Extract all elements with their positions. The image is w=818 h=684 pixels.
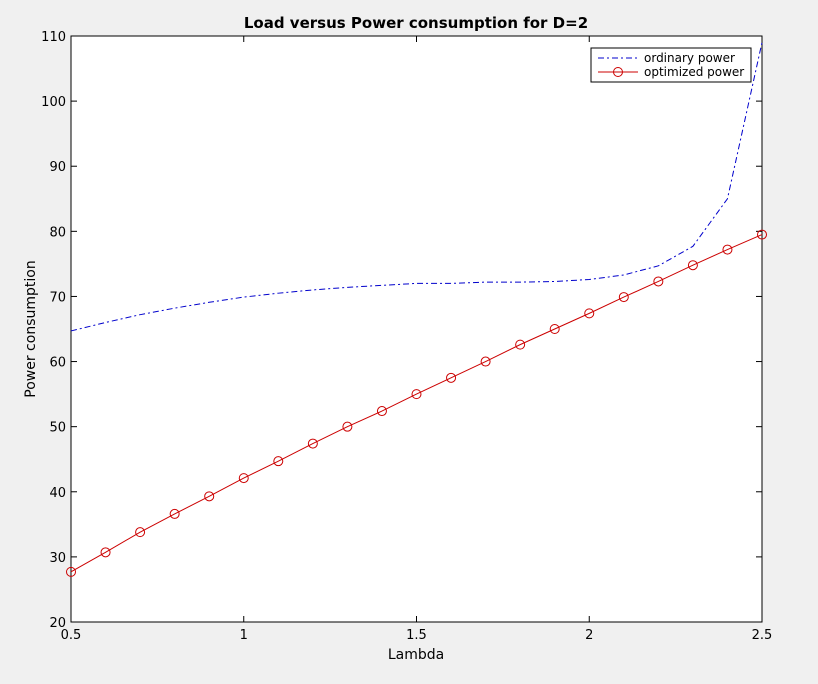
- data-point-optimized: [480, 356, 491, 367]
- y-tick-label: 50: [49, 421, 66, 436]
- x-tick-label: 2.5: [752, 628, 773, 643]
- data-point-optimized: [515, 339, 526, 350]
- x-tick-label: 1.5: [406, 628, 427, 643]
- data-point-optimized: [376, 406, 387, 417]
- data-point-optimized: [584, 308, 595, 319]
- plot-area: [70, 35, 763, 623]
- legend-label-optimized: optimized power: [644, 65, 744, 79]
- data-point-optimized: [653, 276, 664, 287]
- x-axis-label: Lambda: [388, 647, 444, 663]
- y-tick-label: 20: [49, 616, 66, 631]
- data-point-optimized: [273, 456, 284, 467]
- series-line-1: [70, 234, 763, 573]
- data-point-optimized: [66, 566, 76, 577]
- y-tick-label: 80: [49, 225, 66, 240]
- y-tick-label: 30: [49, 551, 66, 566]
- series-layer: [66, 42, 767, 577]
- data-point-optimized: [169, 508, 180, 519]
- data-point-optimized: [722, 244, 733, 255]
- data-point-optimized: [307, 438, 318, 449]
- x-tick-label: 1: [240, 628, 248, 643]
- data-point-optimized: [446, 372, 457, 383]
- data-point-optimized: [687, 260, 698, 271]
- data-point-optimized: [618, 292, 629, 303]
- data-point-optimized: [342, 421, 353, 432]
- chart-title: Load versus Power consumption for D=2: [244, 14, 588, 32]
- y-tick-label: 110: [41, 30, 66, 45]
- y-tick-label: 70: [49, 290, 66, 305]
- data-point-optimized: [238, 473, 249, 484]
- y-tick-label: 60: [49, 356, 66, 371]
- data-point-optimized: [204, 491, 215, 502]
- data-point-optimized: [100, 547, 111, 558]
- y-axis-label: Power consumption: [23, 260, 39, 397]
- legend-marker-optimized: [613, 67, 623, 77]
- y-tick-label: 40: [49, 486, 66, 501]
- y-tick-label: 100: [41, 95, 66, 110]
- x-tick-label: 2: [585, 628, 593, 643]
- legend-label-ordinary: ordinary power: [644, 51, 735, 65]
- axis-ticks: 0.5 1 1.5 2 2.5 20 30 40 50 60 70 80 90 100 110: [41, 30, 772, 643]
- legend: ordinary power optimized power: [590, 47, 752, 83]
- x-tick-label: 0.5: [61, 628, 82, 643]
- data-point-optimized: [135, 527, 146, 538]
- series-line-0: [70, 42, 763, 332]
- data-point-optimized: [757, 229, 767, 240]
- data-point-optimized: [549, 324, 560, 334]
- data-point-optimized: [411, 389, 422, 400]
- y-tick-label: 90: [49, 160, 66, 175]
